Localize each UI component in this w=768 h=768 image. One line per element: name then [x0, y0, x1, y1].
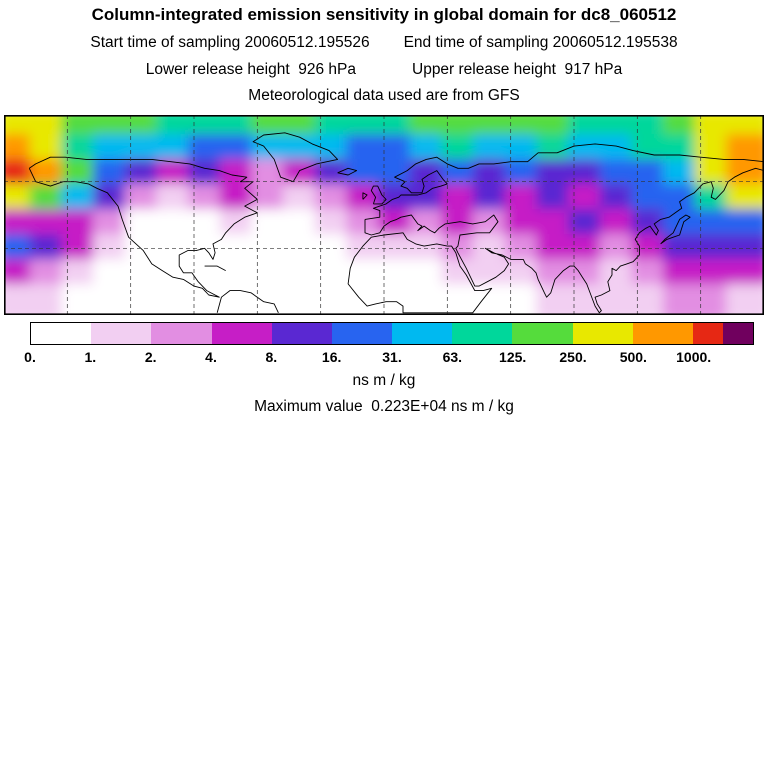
colorbar: 0. 1. 2. 4. 8. 16. 31. 63. 125. 250. 500. 1000.	[24, 322, 754, 367]
colorbar-tick-label: 1000.	[676, 349, 712, 365]
colorbar-tick-label: 250.	[559, 349, 587, 365]
colorbar-tick-label: 16.	[321, 349, 342, 365]
colorbar-tick-label: 1.	[84, 349, 97, 365]
colorbar-cell	[692, 323, 723, 344]
colorbar-cell	[572, 323, 633, 344]
colorbar-tick-label: 8.	[265, 349, 278, 365]
coastlines	[28, 132, 764, 314]
upper-release-label: Upper release height 917 hPa	[412, 61, 623, 78]
colorbar-cell	[211, 323, 272, 344]
colorbar-cell	[392, 323, 453, 344]
colorbar-cell	[452, 323, 513, 344]
sensitivity-field	[4, 115, 764, 315]
colorbar-cell	[271, 323, 332, 344]
colorbar-bar	[30, 322, 754, 345]
colorbar-tick-row: 0. 1. 2. 4. 8. 16. 31. 63. 125. 250. 500. 1000.	[24, 349, 754, 367]
colorbar-tick-label: 63.	[442, 349, 463, 365]
world-map	[4, 115, 765, 315]
colorbar-cell	[151, 323, 212, 344]
colorbar-cell	[31, 323, 92, 344]
colorbar-cell	[512, 323, 573, 344]
plot-title: Column-integrated emission sensitivity i…	[91, 5, 677, 24]
met-data-label: Meteorological data used are from GFS	[248, 87, 520, 104]
colorbar-cell	[722, 323, 754, 344]
colorbar-cell	[91, 323, 152, 344]
colorbar-cell	[632, 323, 693, 344]
colorbar-cell	[331, 323, 393, 344]
colorbar-tick-label: 31.	[382, 349, 402, 365]
colorbar-tick-label: 500.	[619, 349, 647, 365]
colorbar-tick-label: 2.	[144, 349, 157, 365]
lower-release-label: Lower release height 926 hPa	[145, 61, 356, 78]
sampling-time-row: Start time of sampling 20060512.195526 E…	[0, 34, 768, 52]
end-time-label: End time of sampling 20060512.195538	[403, 34, 678, 51]
release-height-row: Lower release height 926 hPa Upper relea…	[0, 61, 768, 79]
colorbar-tick-label: 4.	[205, 349, 217, 365]
colorbar-tick-label: 125.	[499, 349, 527, 365]
max-value-label: Maximum value 0.223E+04 ns m / kg	[254, 398, 514, 415]
map-area	[4, 115, 765, 315]
start-time-label: Start time of sampling 20060512.195526	[90, 34, 370, 51]
colorbar-tick-label: 0.	[24, 349, 36, 365]
colorbar-units-label: ns m / kg	[352, 372, 416, 389]
gridlines	[4, 115, 764, 315]
map-border	[4, 115, 765, 315]
